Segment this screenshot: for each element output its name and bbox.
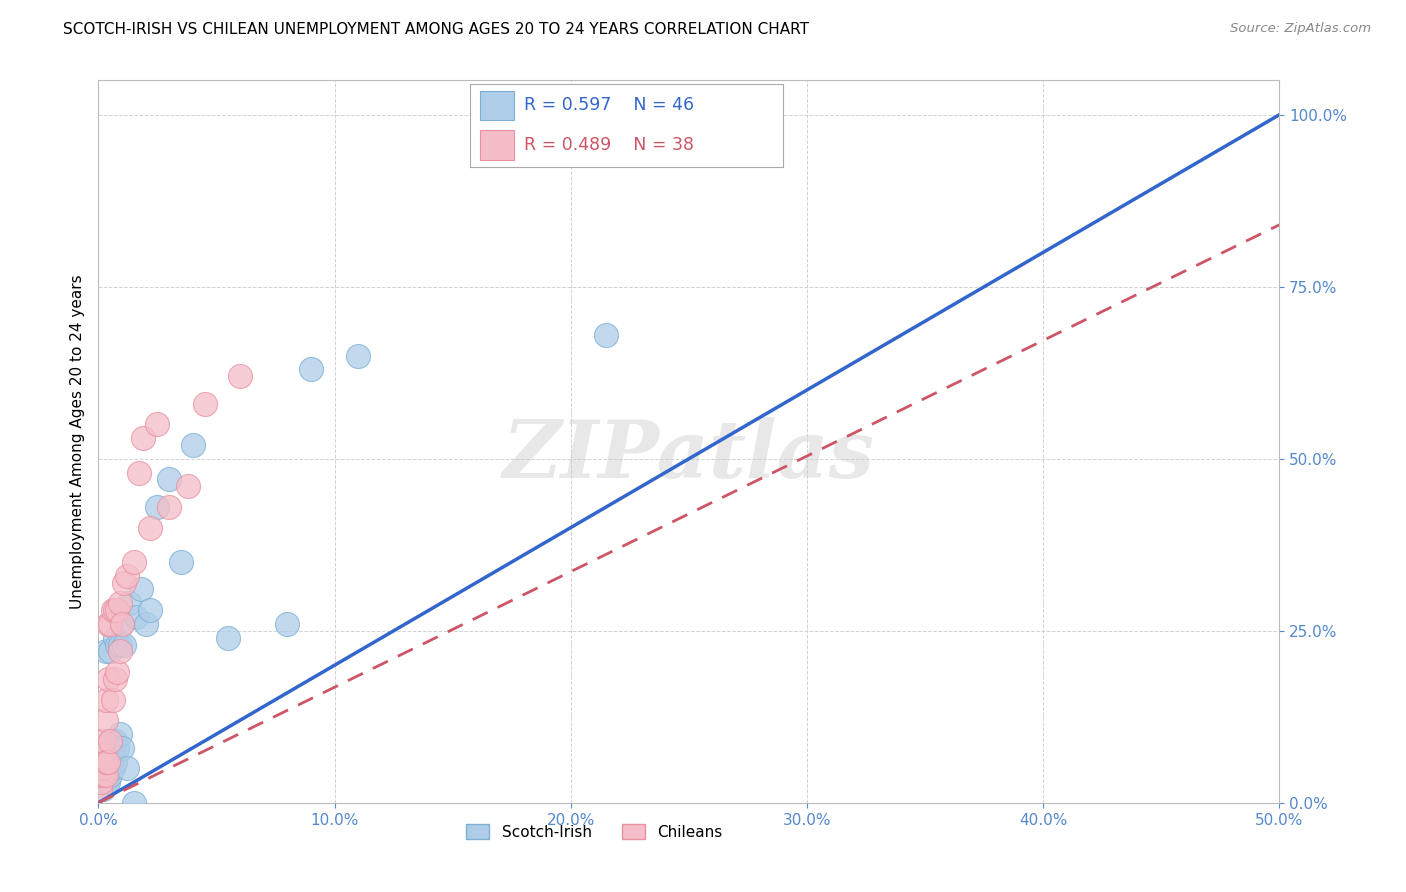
Point <box>157 500 180 514</box>
Point <box>91 747 114 762</box>
Point <box>90 768 112 782</box>
Point <box>98 644 121 658</box>
Text: ZIPatlas: ZIPatlas <box>503 417 875 495</box>
Point <box>101 603 124 617</box>
Point <box>139 603 162 617</box>
Point <box>104 603 127 617</box>
Point <box>105 665 128 679</box>
Point <box>177 479 200 493</box>
Point <box>98 747 121 762</box>
Point <box>94 768 117 782</box>
Point <box>229 369 252 384</box>
Point <box>97 775 120 789</box>
Point <box>108 727 131 741</box>
Point <box>94 692 117 706</box>
Point <box>139 520 162 534</box>
Point <box>135 616 157 631</box>
Point <box>91 761 114 775</box>
Point <box>91 761 114 775</box>
Point <box>91 734 114 748</box>
Point <box>97 616 120 631</box>
Point <box>122 555 145 569</box>
Point <box>181 438 204 452</box>
Point <box>108 638 131 652</box>
Point <box>98 734 121 748</box>
Point <box>101 692 124 706</box>
Point <box>108 644 131 658</box>
Text: Source: ZipAtlas.com: Source: ZipAtlas.com <box>1230 22 1371 36</box>
Point <box>94 768 117 782</box>
Point <box>104 672 127 686</box>
Point <box>101 740 124 755</box>
Point <box>104 734 127 748</box>
Point <box>347 349 370 363</box>
Point <box>97 672 120 686</box>
Point <box>105 740 128 755</box>
Point <box>105 638 128 652</box>
Point <box>146 500 169 514</box>
Point <box>111 616 134 631</box>
Point <box>101 761 124 775</box>
Point <box>157 472 180 486</box>
Point <box>111 616 134 631</box>
Point <box>595 327 617 342</box>
Point <box>91 747 114 762</box>
Point <box>115 568 138 582</box>
Point <box>108 596 131 610</box>
Point <box>125 610 148 624</box>
Point <box>97 755 120 769</box>
Point <box>94 644 117 658</box>
Point <box>118 596 141 610</box>
Point <box>90 755 112 769</box>
Point <box>90 775 112 789</box>
Point <box>89 782 111 797</box>
Point <box>115 761 138 775</box>
Point <box>90 740 112 755</box>
Point <box>112 638 135 652</box>
Point <box>94 775 117 789</box>
Point <box>90 775 112 789</box>
Point <box>170 555 193 569</box>
Point <box>122 796 145 810</box>
Point <box>111 740 134 755</box>
Point <box>217 631 239 645</box>
Point <box>97 755 120 769</box>
Text: SCOTCH-IRISH VS CHILEAN UNEMPLOYMENT AMONG AGES 20 TO 24 YEARS CORRELATION CHART: SCOTCH-IRISH VS CHILEAN UNEMPLOYMENT AMO… <box>63 22 810 37</box>
Point <box>91 768 114 782</box>
Point <box>94 713 117 727</box>
Point <box>90 768 112 782</box>
Point <box>112 575 135 590</box>
Point <box>94 755 117 769</box>
Point <box>194 397 217 411</box>
Point <box>105 603 128 617</box>
Point <box>129 582 152 597</box>
Point <box>146 417 169 432</box>
Point <box>91 782 114 797</box>
Point <box>98 768 121 782</box>
Point <box>132 431 155 445</box>
Point <box>98 734 121 748</box>
Point <box>94 755 117 769</box>
Y-axis label: Unemployment Among Ages 20 to 24 years: Unemployment Among Ages 20 to 24 years <box>69 274 84 609</box>
Legend: Scotch-Irish, Chileans: Scotch-Irish, Chileans <box>460 818 728 846</box>
Point <box>97 761 120 775</box>
Point <box>104 755 127 769</box>
Point <box>512 121 534 136</box>
Point <box>98 616 121 631</box>
Point <box>128 466 150 480</box>
Point <box>299 362 322 376</box>
Point <box>104 631 127 645</box>
Point <box>276 616 298 631</box>
Point <box>97 740 120 755</box>
